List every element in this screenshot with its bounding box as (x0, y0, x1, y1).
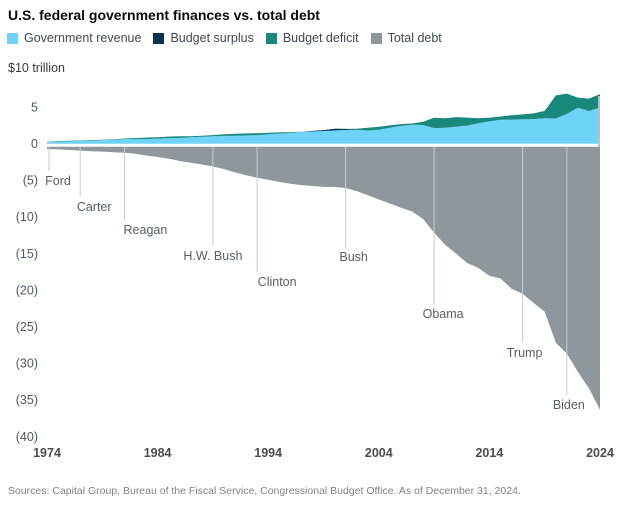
revenue-swatch-icon (7, 32, 18, 44)
y-axis-unit-label: $10 trillion (8, 61, 65, 75)
x-tick-label: 2024 (586, 446, 614, 460)
x-tick-label: 2014 (475, 446, 503, 460)
chart-title: U.S. federal government finances vs. tot… (8, 7, 320, 23)
president-label: Bush (339, 250, 368, 264)
y-tick-label: (35) (16, 393, 38, 407)
legend-item-budget-surplus: Budget surplus (153, 31, 254, 45)
y-tick-label: 0 (31, 137, 38, 151)
president-label: Biden (553, 398, 585, 412)
president-gridlines (48, 147, 568, 395)
debt-area (47, 146, 600, 410)
surplus-layer (47, 107, 600, 142)
surplus-area (47, 107, 600, 142)
legend-item-total-debt: Total debt (370, 31, 442, 45)
president-label: Clinton (258, 275, 297, 289)
president-label: H.W. Bush (183, 249, 242, 263)
president-label: Ford (45, 174, 71, 188)
revenue-layer (47, 107, 600, 144)
y-tick-label: (5) (23, 174, 38, 188)
x-tick-label: 1974 (33, 446, 61, 460)
source-note: Sources: Capital Group, Bureau of the Fi… (8, 485, 521, 497)
president-label: Trump (507, 346, 543, 360)
y-tick-label: (10) (16, 210, 38, 224)
debt-swatch-icon (370, 32, 382, 44)
deficit-area (47, 93, 600, 142)
y-tick-label: (30) (16, 357, 38, 371)
president-labels: Ford Carter Reagan H.W. Bush Clinton Bush Obam… (45, 174, 585, 412)
legend-item-budget-deficit: Budget deficit (265, 31, 359, 45)
x-tick-label: 1994 (254, 446, 282, 460)
y-tick-label: (20) (16, 283, 38, 297)
y-axis: 5 0 (5) (10) (15) (20) (25) (30) (35) (40) (16, 100, 38, 443)
surplus-swatch-icon (153, 32, 165, 44)
x-axis: 1974 1984 1994 2004 2014 2024 (33, 446, 614, 460)
president-label: Carter (77, 200, 112, 214)
y-tick-label: (40) (16, 430, 38, 444)
legend-label-budget-surplus: Budget surplus (170, 31, 254, 45)
x-tick-label: 1984 (144, 446, 172, 460)
x-tick-label: 2004 (365, 446, 393, 460)
legend-label-budget-deficit: Budget deficit (282, 31, 359, 45)
president-label: Reagan (124, 223, 168, 237)
y-tick-label: (15) (16, 247, 38, 261)
debt-layer (47, 146, 600, 410)
legend: Government revenue Budget surplus Budget… (7, 31, 442, 45)
legend-item-government-revenue: Government revenue (7, 31, 141, 45)
legend-label-government-revenue: Government revenue (24, 31, 142, 45)
y-tick-label: 5 (31, 100, 38, 114)
y-tick-label: (25) (16, 320, 38, 334)
revenue-area (47, 107, 600, 144)
deficit-swatch-icon (265, 32, 277, 44)
deficit-layer (47, 93, 600, 142)
legend-label-total-debt: Total debt (387, 31, 442, 45)
president-label: Obama (423, 307, 464, 321)
